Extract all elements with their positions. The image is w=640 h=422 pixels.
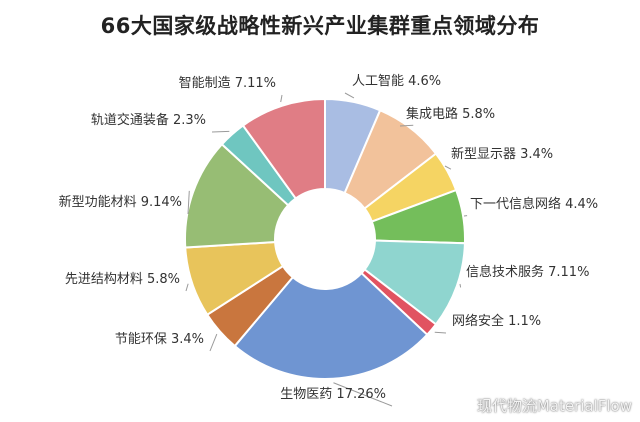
- donut-hole: [275, 189, 375, 289]
- leader-line: [459, 283, 462, 288]
- slice-label: 新型显示器 3.4%: [451, 146, 553, 162]
- slice-label: 轨道交通装备 2.3%: [91, 112, 206, 128]
- slice-label: 先进结构材料 5.8%: [65, 272, 180, 287]
- leader-line: [344, 92, 355, 99]
- leader-line: [434, 331, 447, 334]
- slice-label: 节能环保 3.4%: [115, 332, 204, 347]
- leader-line: [399, 124, 414, 127]
- leader-line: [187, 190, 190, 215]
- leader-line: [280, 94, 283, 103]
- slice-label: 信息技术服务 7.11%: [466, 264, 589, 280]
- slice-label: 网络安全 1.1%: [452, 313, 541, 329]
- slice-label: 集成电路 5.8%: [406, 106, 495, 122]
- chart-title: 66大国家级战略性新兴产业集群重点领域分布: [100, 14, 540, 38]
- slice-label: 新型功能材料 9.14%: [59, 194, 182, 210]
- leader-line: [211, 130, 230, 133]
- leader-line: [333, 382, 393, 407]
- leader-line: [185, 283, 189, 292]
- watermark: 现代物流MaterialFlow: [476, 397, 632, 415]
- slice-label: 智能制造 7.11%: [179, 76, 276, 91]
- leader-line: [209, 333, 218, 352]
- slice-label: 人工智能 4.6%: [352, 74, 441, 89]
- leader-line: [444, 165, 452, 170]
- slice-label: 生物医药 17.26%: [280, 387, 386, 402]
- slice-label: 下一代信息网络 4.4%: [470, 196, 598, 212]
